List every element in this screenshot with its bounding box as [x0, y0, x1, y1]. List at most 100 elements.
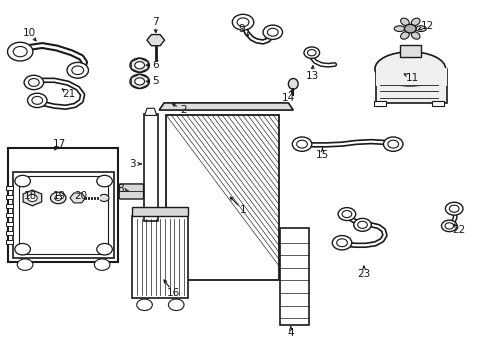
Text: 17: 17	[53, 139, 66, 149]
Circle shape	[336, 239, 346, 247]
Ellipse shape	[393, 26, 404, 32]
Text: 21: 21	[62, 89, 76, 99]
Text: 11: 11	[405, 73, 419, 83]
Circle shape	[296, 140, 307, 148]
Bar	[373, 101, 385, 107]
Polygon shape	[147, 35, 164, 46]
Bar	[5, 186, 13, 190]
Circle shape	[307, 50, 315, 56]
Ellipse shape	[374, 52, 445, 86]
Text: 19: 19	[53, 191, 66, 201]
Text: 13: 13	[305, 71, 319, 81]
Circle shape	[67, 62, 88, 78]
Bar	[399, 45, 420, 57]
Circle shape	[27, 194, 37, 202]
Ellipse shape	[400, 18, 408, 26]
Circle shape	[28, 78, 39, 86]
Circle shape	[448, 205, 458, 212]
Circle shape	[15, 243, 30, 255]
Circle shape	[292, 137, 311, 151]
Circle shape	[342, 211, 351, 217]
Circle shape	[137, 299, 152, 311]
Bar	[5, 231, 13, 235]
Circle shape	[130, 58, 149, 72]
Bar	[5, 222, 13, 226]
Circle shape	[331, 235, 351, 250]
Text: 9: 9	[238, 24, 245, 35]
Circle shape	[27, 93, 47, 108]
Bar	[8, 148, 118, 262]
Circle shape	[17, 259, 33, 270]
Circle shape	[50, 192, 66, 204]
Ellipse shape	[400, 32, 408, 39]
Circle shape	[13, 46, 27, 57]
Circle shape	[24, 75, 43, 90]
Circle shape	[353, 219, 370, 231]
Polygon shape	[159, 103, 293, 110]
Bar	[166, 116, 278, 280]
Bar	[5, 213, 13, 217]
Text: 2: 2	[180, 105, 186, 115]
Bar	[19, 176, 108, 254]
Ellipse shape	[410, 18, 419, 26]
Text: 20: 20	[75, 191, 87, 201]
Circle shape	[237, 18, 248, 27]
Polygon shape	[144, 108, 157, 116]
Bar	[279, 228, 308, 325]
Circle shape	[337, 208, 355, 221]
FancyBboxPatch shape	[119, 184, 143, 199]
Circle shape	[387, 140, 398, 148]
Bar	[5, 204, 13, 208]
Circle shape	[357, 221, 366, 228]
Circle shape	[383, 137, 402, 151]
Text: 7: 7	[152, 17, 159, 27]
Circle shape	[304, 47, 319, 58]
Ellipse shape	[415, 26, 426, 32]
Circle shape	[441, 220, 456, 231]
Bar	[431, 101, 443, 107]
Circle shape	[97, 243, 112, 255]
Text: 22: 22	[451, 225, 465, 235]
Circle shape	[267, 28, 278, 36]
Text: 14: 14	[281, 93, 294, 103]
Bar	[5, 195, 13, 199]
Bar	[375, 68, 446, 86]
Polygon shape	[23, 190, 41, 206]
Text: 3: 3	[129, 159, 135, 169]
Text: 6: 6	[152, 60, 159, 70]
Circle shape	[135, 62, 144, 69]
Bar	[132, 216, 188, 298]
Text: 23: 23	[357, 269, 370, 279]
Circle shape	[15, 175, 30, 187]
Bar	[143, 114, 158, 221]
Ellipse shape	[288, 78, 298, 89]
Ellipse shape	[410, 32, 419, 39]
Text: 18: 18	[23, 191, 37, 201]
Text: 10: 10	[22, 28, 36, 38]
Circle shape	[7, 42, 33, 61]
Circle shape	[130, 74, 149, 89]
Circle shape	[55, 195, 61, 201]
Text: 12: 12	[420, 21, 433, 31]
Text: 15: 15	[315, 150, 328, 160]
Text: 8: 8	[117, 184, 123, 194]
Bar	[13, 172, 114, 258]
Circle shape	[445, 202, 462, 215]
Circle shape	[72, 66, 83, 75]
Circle shape	[263, 25, 282, 40]
Circle shape	[135, 78, 144, 85]
Circle shape	[32, 96, 42, 104]
Circle shape	[444, 223, 453, 229]
Text: 4: 4	[287, 328, 294, 338]
Text: 5: 5	[152, 76, 159, 86]
Bar	[5, 240, 13, 244]
Bar	[132, 207, 188, 216]
Circle shape	[168, 299, 183, 311]
Circle shape	[97, 175, 112, 187]
Circle shape	[94, 259, 110, 270]
Text: 1: 1	[240, 206, 246, 216]
Text: 16: 16	[167, 288, 180, 298]
Circle shape	[232, 14, 253, 30]
Circle shape	[404, 24, 415, 33]
Polygon shape	[70, 193, 85, 203]
